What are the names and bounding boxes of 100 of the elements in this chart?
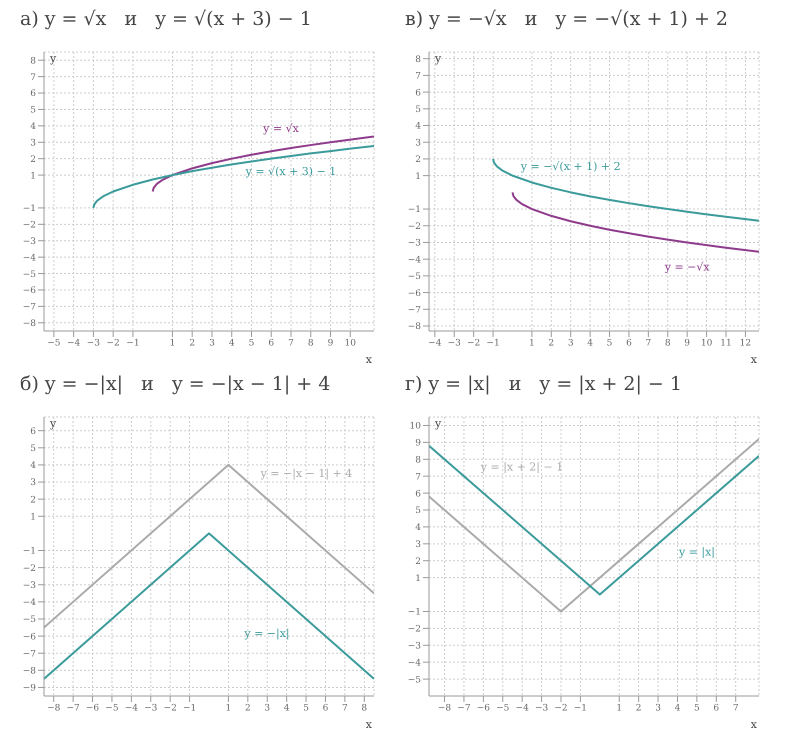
y-tick-label: 4 (415, 523, 422, 534)
y-tick-label: −8 (22, 666, 36, 677)
y-axis-title: y (49, 52, 57, 65)
x-tick-label: 6 (626, 338, 632, 348)
x-tick-label: −2 (106, 338, 120, 348)
y-tick-label: 7 (415, 472, 422, 482)
y-tick-label: −1 (408, 608, 421, 618)
x-tick-label: −5 (496, 703, 510, 714)
x-tick-label: 2 (244, 703, 251, 714)
x-tick-label: −2 (554, 703, 568, 714)
y-tick-label: −7 (22, 302, 36, 313)
y-tick-label: 5 (415, 104, 422, 115)
series-label: y = −√(x + 1) + 2 (520, 160, 621, 174)
line-series (511, 191, 759, 253)
x-tick-label: −4 (516, 703, 530, 714)
x-tick-label: −3 (534, 703, 548, 714)
series-label: y = −|x − 1| + 4 (260, 466, 352, 480)
y-tick-label: −3 (408, 641, 422, 652)
y-tick-label: −3 (22, 236, 36, 247)
y-tick-label: 3 (415, 138, 422, 148)
y-tick-label: 10 (410, 422, 422, 432)
y-tick-label: 2 (30, 495, 36, 506)
y-tick-label: −8 (408, 322, 422, 332)
y-tick-label: 5 (30, 106, 36, 116)
y-tick-label: 5 (415, 506, 422, 516)
x-tick-label: 1 (226, 703, 232, 714)
x-tick-label: −8 (47, 703, 61, 714)
x-tick-label: 7 (288, 338, 294, 348)
x-tick-label: 3 (209, 338, 216, 348)
x-tick-label: −5 (105, 703, 119, 714)
x-tick-label: 7 (732, 703, 739, 714)
x-tick-label: 5 (694, 703, 700, 714)
y-tick-label: 8 (415, 455, 422, 466)
x-tick-label: −2 (164, 703, 177, 714)
y-tick-label: −7 (408, 305, 422, 316)
line-series (92, 145, 374, 209)
series-label: y = √(x + 3) − 1 (244, 164, 336, 178)
chart-title: а) y = √x и y = √(x + 3) − 1 (19, 8, 313, 32)
x-tick-label: −7 (66, 703, 80, 714)
x-tick-label: 5 (606, 338, 613, 348)
x-tick-label: 6 (268, 338, 274, 348)
y-tick-label: 4 (415, 122, 422, 132)
line-series (492, 158, 759, 222)
x-tick-label: 11 (720, 338, 732, 348)
series-label: y = −√x (664, 260, 710, 274)
y-tick-label: −2 (408, 624, 421, 635)
y-tick-label: 2 (415, 556, 421, 567)
y-tick-label: 3 (415, 540, 422, 550)
x-tick-label: 1 (170, 338, 176, 348)
y-tick-label: 3 (30, 478, 36, 488)
y-tick-label: −6 (22, 286, 36, 296)
y-tick-label: −4 (22, 253, 36, 264)
series-label: y = √x (262, 122, 300, 135)
x-tick-label: 8 (664, 338, 671, 348)
x-tick-label: −8 (438, 703, 452, 714)
y-tick-label: −5 (408, 675, 422, 686)
x-tick-label: −1 (574, 703, 588, 714)
y-tick-label: 1 (30, 512, 36, 522)
x-tick-label: 4 (284, 703, 290, 714)
y-tick-label: −5 (22, 615, 36, 626)
y-tick-label: −4 (408, 658, 422, 668)
x-axis-title: x (750, 718, 758, 731)
y-tick-label: 6 (415, 88, 422, 98)
x-tick-label: −3 (144, 703, 158, 714)
line-series (152, 136, 374, 192)
x-tick-label: −6 (86, 703, 100, 714)
chart-title: г) y = |x| и y = |x + 2| − 1 (404, 373, 683, 397)
x-tick-label: −1 (182, 703, 196, 714)
y-tick-label: −6 (408, 288, 422, 299)
y-tick-label: −4 (408, 255, 422, 266)
y-tick-label: 6 (30, 426, 36, 437)
y-tick-label: −2 (22, 564, 36, 574)
x-tick-label: 4 (228, 338, 235, 348)
x-tick-label: 4 (587, 338, 594, 348)
y-tick-label: −5 (22, 270, 36, 280)
x-tick-label: 2 (189, 338, 196, 348)
x-tick-label: 7 (645, 338, 652, 348)
y-tick-label: 5 (30, 444, 36, 454)
y-tick-label: 2 (30, 154, 36, 165)
y-tick-label: −1 (22, 546, 36, 557)
x-tick-label: 6 (713, 703, 720, 714)
x-tick-label: −4 (67, 338, 81, 348)
x-tick-label: 3 (568, 338, 574, 348)
y-tick-label: −3 (408, 238, 422, 249)
x-tick-label: −3 (86, 338, 100, 348)
y-tick-label: −4 (22, 598, 36, 608)
x-tick-label: −1 (486, 338, 500, 348)
y-tick-label: −2 (408, 222, 421, 232)
y-tick-label: 2 (415, 155, 421, 166)
x-tick-label: −4 (124, 703, 138, 714)
x-tick-label: 3 (655, 703, 662, 714)
y-tick-label: 1 (30, 171, 36, 182)
y-tick-label: 4 (30, 122, 36, 132)
text: y = |x + 2| − 1 (480, 460, 564, 474)
y-tick-label: 7 (415, 72, 422, 82)
x-tick-label: −3 (448, 338, 462, 348)
x-axis-title: x (366, 353, 373, 366)
x-tick-label: −4 (428, 338, 442, 348)
y-tick-label: −1 (22, 204, 36, 214)
x-tick-label: 9 (684, 338, 690, 348)
